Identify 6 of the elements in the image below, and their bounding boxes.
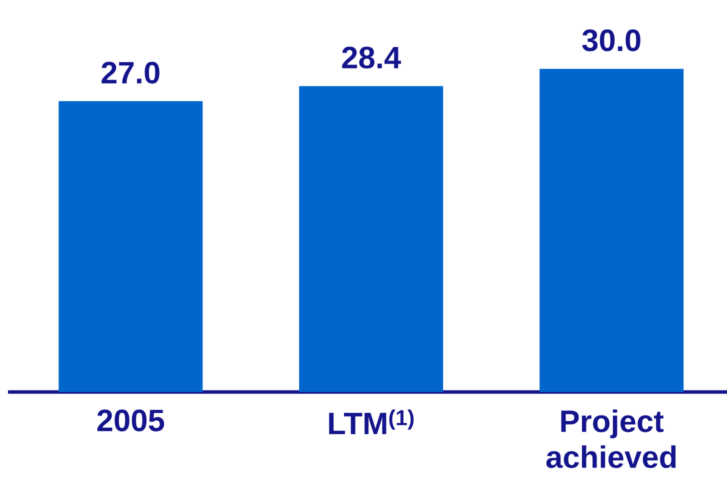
x-tick-label: Project achieved xyxy=(546,410,676,468)
x-tick-label: 2005 xyxy=(97,410,164,432)
data-label: 27.0 xyxy=(102,62,160,84)
data-label: 30.0 xyxy=(582,29,640,52)
data-label: 28.4 xyxy=(342,46,401,69)
x-tick-label: LTM$^{(1)}$ xyxy=(329,410,414,434)
